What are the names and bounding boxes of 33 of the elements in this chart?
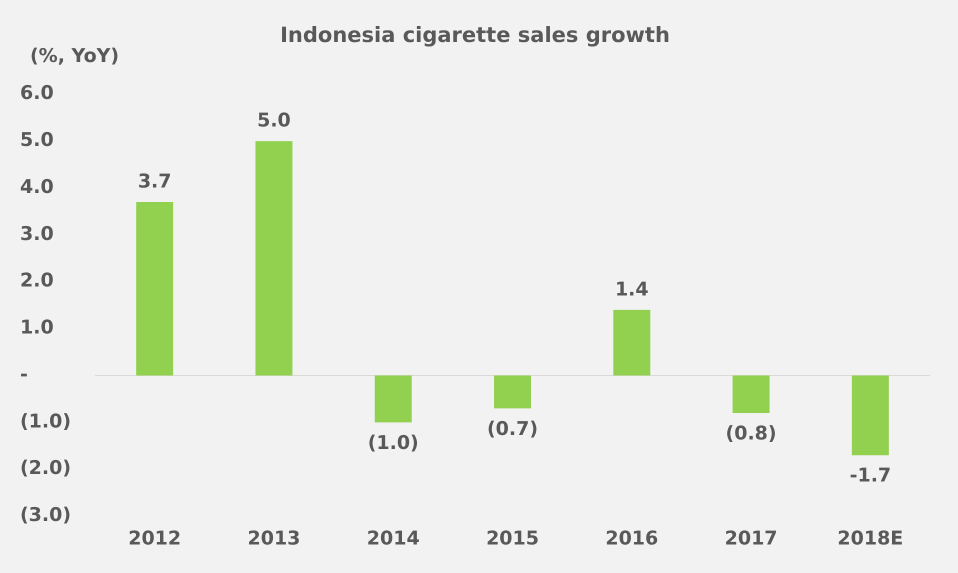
y-tick-label: 4.0 [20, 176, 54, 198]
x-tick-label: 2012 [128, 528, 182, 550]
data-label: (0.8) [726, 422, 777, 444]
data-label: (1.0) [368, 432, 419, 454]
y-tick-label: 5.0 [20, 129, 54, 152]
y-tick-label: (2.0) [20, 457, 72, 480]
y-tick-label: 1.0 [20, 316, 54, 339]
bar [732, 376, 770, 414]
data-label: 5.0 [257, 110, 291, 132]
y-tick-label: 2.0 [20, 270, 54, 292]
y-tick-label: (3.0) [20, 504, 72, 526]
y-axis-title: (%, YoY) [30, 44, 120, 67]
y-tick-label: (1.0) [20, 410, 72, 432]
data-label: (0.7) [486, 418, 538, 440]
y-tick-label: - [20, 363, 28, 386]
chart-title: Indonesia cigarette sales growth [280, 23, 670, 48]
data-label: 3.7 [138, 170, 172, 192]
y-tick-label: 6.0 [20, 82, 54, 104]
x-tick-label: 2017 [724, 528, 778, 550]
x-tick-label: 2014 [366, 528, 420, 550]
bar [852, 376, 889, 456]
data-label: 1.4 [614, 278, 649, 300]
x-tick-label: 2016 [605, 528, 658, 550]
data-label: -1.7 [850, 464, 892, 487]
x-tick-label: 2013 [248, 528, 300, 550]
x-tick-label: 2018E [837, 528, 904, 550]
bar [613, 310, 650, 376]
bar [374, 376, 412, 422]
bar [255, 141, 292, 376]
y-tick-label: 3.0 [20, 222, 54, 245]
bar [494, 376, 531, 408]
x-tick-label: 2015 [486, 528, 539, 550]
bar [136, 202, 174, 376]
